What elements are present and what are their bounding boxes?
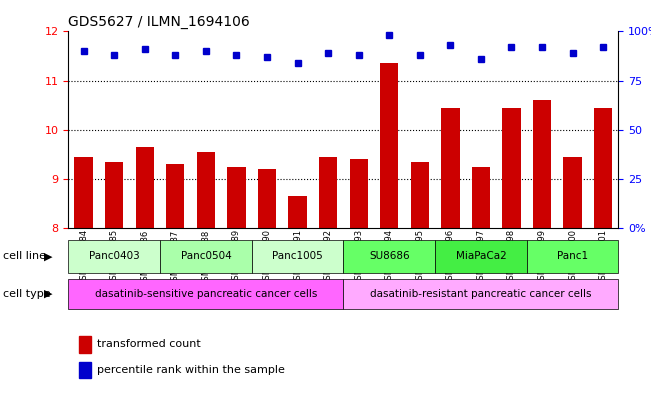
Bar bbox=[411, 162, 429, 228]
Bar bbox=[441, 108, 460, 228]
Text: Panc0403: Panc0403 bbox=[89, 252, 139, 261]
Bar bbox=[197, 152, 215, 228]
Bar bbox=[594, 108, 613, 228]
Text: transformed count: transformed count bbox=[97, 340, 201, 349]
Bar bbox=[74, 157, 93, 228]
Bar bbox=[350, 159, 368, 228]
Bar bbox=[227, 167, 245, 228]
Text: SU8686: SU8686 bbox=[369, 252, 409, 261]
Bar bbox=[527, 240, 618, 273]
Text: cell line: cell line bbox=[3, 251, 46, 261]
Bar bbox=[252, 240, 343, 273]
Bar bbox=[435, 240, 527, 273]
Bar bbox=[105, 162, 124, 228]
Text: cell type: cell type bbox=[3, 288, 51, 299]
Bar bbox=[68, 240, 160, 273]
Text: GDS5627 / ILMN_1694106: GDS5627 / ILMN_1694106 bbox=[68, 15, 250, 29]
Text: ▶: ▶ bbox=[44, 288, 53, 299]
Bar bbox=[160, 240, 252, 273]
Bar bbox=[319, 157, 337, 228]
Text: ▶: ▶ bbox=[44, 251, 53, 261]
Bar bbox=[135, 147, 154, 228]
Bar bbox=[563, 157, 582, 228]
Bar bbox=[79, 336, 91, 353]
Text: MiaPaCa2: MiaPaCa2 bbox=[456, 252, 506, 261]
Bar bbox=[344, 240, 435, 273]
Text: Panc1005: Panc1005 bbox=[272, 252, 323, 261]
Bar bbox=[288, 196, 307, 228]
Bar bbox=[533, 100, 551, 228]
Text: dasatinib-resistant pancreatic cancer cells: dasatinib-resistant pancreatic cancer ce… bbox=[370, 289, 592, 299]
Bar bbox=[68, 279, 344, 309]
Bar bbox=[79, 362, 91, 378]
Bar bbox=[344, 279, 618, 309]
Bar bbox=[472, 167, 490, 228]
Text: Panc1: Panc1 bbox=[557, 252, 588, 261]
Text: Panc0504: Panc0504 bbox=[180, 252, 231, 261]
Bar bbox=[380, 63, 398, 228]
Text: dasatinib-sensitive pancreatic cancer cells: dasatinib-sensitive pancreatic cancer ce… bbox=[94, 289, 317, 299]
Text: percentile rank within the sample: percentile rank within the sample bbox=[97, 365, 285, 375]
Bar bbox=[166, 164, 184, 228]
Bar bbox=[503, 108, 521, 228]
Bar bbox=[258, 169, 276, 228]
